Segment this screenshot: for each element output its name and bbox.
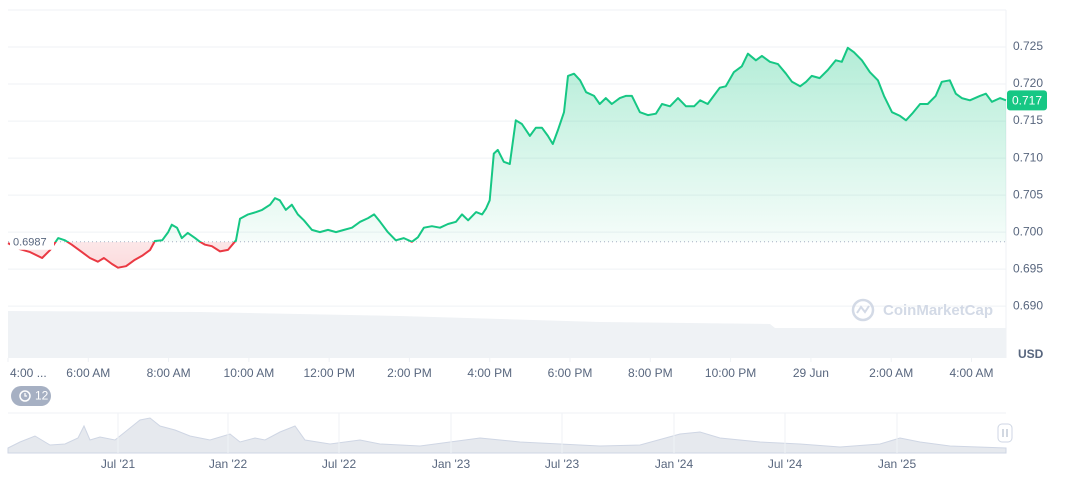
navigator-label: Jul '24	[768, 457, 803, 471]
x-tick-label: 8:00 AM	[147, 366, 191, 380]
y-tick-label: 0.725	[1013, 39, 1043, 53]
x-tick-label: 4:00 ...	[10, 366, 47, 380]
navigator-label: Jul '21	[101, 457, 136, 471]
last-price-label: 0.717	[1012, 94, 1042, 108]
y-tick-label: 0.700	[1013, 224, 1043, 238]
x-tick-label: 6:00 AM	[66, 366, 110, 380]
navigator-label: Jul '23	[545, 457, 580, 471]
grid: 0.690 0.695 0.700 0.705 0.710 0.715 0.720 0.725…	[7, 39, 1043, 380]
x-tick-label: 12:00 PM	[303, 366, 354, 380]
navigator-label: Jan '22	[209, 457, 248, 471]
watermark: CoinMarketCap	[851, 298, 993, 322]
y-tick-label: 0.715	[1013, 113, 1043, 127]
x-tick-label: 4:00 PM	[467, 366, 512, 380]
badge[interactable]: 12	[11, 386, 51, 406]
x-tick-label: 2:00 AM	[869, 366, 913, 380]
y-unit: USD	[1018, 347, 1044, 361]
last-price-bg	[1007, 90, 1047, 111]
x-tick-label: 4:00 AM	[949, 366, 993, 380]
x-tick-label: 2:00 PM	[387, 366, 432, 380]
badge-text: 12	[35, 389, 49, 403]
navigator-labels: Jul '21 Jan '22 Jul '22 Jan '23 Jul '23 Jan '…	[101, 413, 917, 471]
x-tick-label: 10:00 PM	[705, 366, 756, 380]
x-tick-label: 10:00 AM	[224, 366, 275, 380]
baseline-label: 0.6987	[13, 237, 47, 249]
navigator-label: Jan '25	[878, 457, 917, 471]
navigator-label: Jan '24	[655, 457, 694, 471]
y-tick-label: 0.710	[1013, 150, 1043, 164]
y-tick-label: 0.720	[1013, 76, 1043, 90]
volume-band	[8, 311, 1006, 358]
area	[8, 47, 1006, 268]
y-tick-label: 0.695	[1013, 261, 1043, 275]
price-line	[7, 46, 1007, 269]
navigator-label: Jan '23	[432, 457, 471, 471]
x-tick-label: 29 Jun	[793, 366, 829, 380]
navigator[interactable]	[7, 412, 1013, 454]
plot: 0.6987 0.717	[7, 46, 1047, 269]
navigator-label: Jul '22	[322, 457, 357, 471]
y-tick-label: 0.705	[1013, 187, 1043, 201]
baseline-label-bg	[10, 233, 54, 250]
watermark-text: CoinMarketCap	[883, 302, 993, 319]
x-tick-label: 6:00 PM	[548, 366, 593, 380]
y-tick-label: 0.690	[1013, 298, 1043, 312]
x-tick-label: 8:00 PM	[628, 366, 673, 380]
